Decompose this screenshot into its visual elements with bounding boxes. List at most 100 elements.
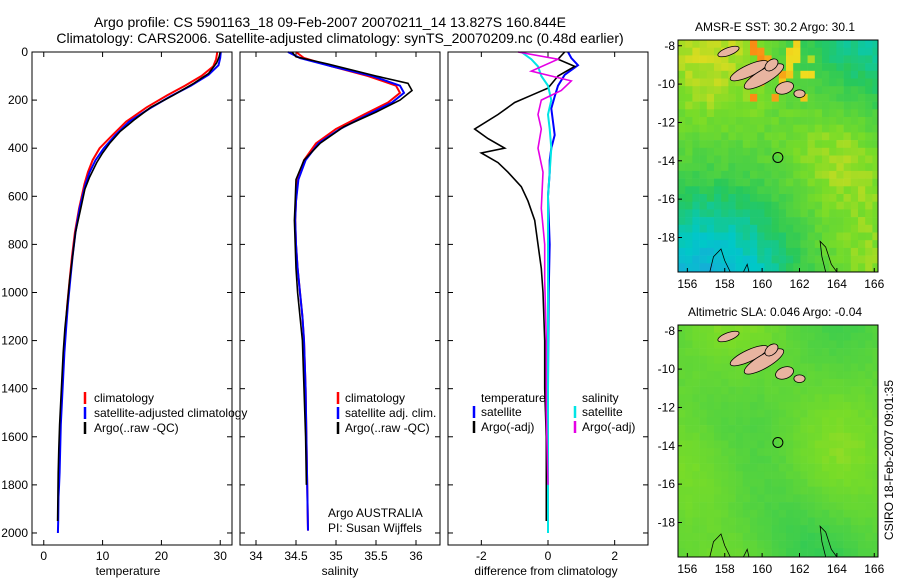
map-cell — [865, 340, 873, 349]
map-cell — [771, 240, 780, 249]
map-cell — [771, 140, 780, 149]
map-cell — [800, 355, 808, 364]
map-cell — [800, 409, 808, 418]
x-tick-label: 35 — [329, 549, 343, 563]
map-cell — [764, 101, 772, 110]
map-cell — [692, 378, 700, 387]
legend-label-temperature-argo: Argo(-adj) — [481, 420, 534, 434]
map-cell — [764, 93, 772, 102]
map-cell — [807, 509, 816, 518]
map-cell — [757, 378, 765, 387]
map-cell — [858, 455, 866, 464]
map-cell — [678, 78, 686, 87]
map-cell — [678, 502, 686, 511]
x-tick-label: 0 — [40, 549, 47, 563]
map-cell — [735, 440, 744, 449]
map-cell — [800, 55, 808, 64]
map-cell — [822, 525, 830, 534]
map-cell — [814, 409, 823, 418]
map-cell — [728, 132, 736, 141]
map-cell — [714, 479, 722, 487]
map-cell — [706, 78, 715, 87]
map-cell — [685, 340, 693, 349]
map-cell — [850, 378, 859, 387]
map-cell — [807, 132, 816, 141]
map-cell — [778, 479, 787, 487]
map-cell — [692, 263, 700, 272]
map-cell — [685, 409, 693, 418]
map-cell — [850, 217, 859, 226]
map-cell — [814, 455, 823, 464]
map-cell — [706, 117, 715, 125]
map-cell — [735, 240, 744, 249]
map-cell — [721, 70, 729, 79]
map-cell — [742, 540, 751, 549]
map-cell — [699, 540, 708, 549]
map-cell — [829, 217, 837, 226]
map-cell — [850, 417, 859, 426]
map-cell — [742, 201, 751, 210]
map-cell — [735, 532, 744, 541]
map-cell — [793, 255, 801, 264]
map-cell — [822, 232, 830, 241]
map-cell — [728, 201, 736, 210]
map-cell — [742, 255, 751, 264]
map-cell — [714, 486, 722, 495]
map-cell — [858, 540, 866, 549]
map-cell — [865, 247, 873, 256]
temperature-plot-area: 0 10 20 30020040060080010001200140016001800… — [1, 45, 232, 563]
map-cell — [764, 117, 772, 125]
map-cell — [699, 140, 708, 149]
map-cell — [872, 70, 878, 79]
map-cell — [793, 417, 801, 426]
map-cell — [699, 240, 708, 249]
map-cell — [814, 201, 823, 210]
map-cell — [714, 124, 722, 133]
map-cell — [872, 325, 878, 333]
map-cell — [742, 455, 751, 464]
map-cell — [836, 463, 844, 472]
map-cell — [872, 132, 878, 141]
map-cell — [678, 155, 686, 164]
map-cell — [793, 348, 801, 357]
map-cell — [800, 471, 808, 480]
map-cell — [858, 425, 866, 434]
map-cell — [714, 132, 722, 141]
map-cell — [829, 147, 837, 156]
map-cell — [807, 101, 816, 110]
map-cell — [757, 517, 765, 526]
map-y-tick-label: -16 — [658, 477, 676, 491]
map-cell — [865, 163, 873, 172]
map-cell — [865, 402, 873, 410]
map-cell — [728, 93, 736, 102]
map-cell — [836, 178, 844, 187]
map-cell — [872, 47, 878, 56]
map-cell — [678, 525, 686, 534]
map-cell — [721, 247, 729, 256]
map-cell — [771, 548, 780, 557]
map-cell — [685, 224, 693, 233]
map-cell — [721, 371, 729, 380]
island — [717, 45, 740, 58]
y-tick-label: 1800 — [1, 478, 28, 492]
map-cell — [699, 471, 708, 480]
map-cell — [829, 325, 837, 333]
map-cell — [807, 163, 816, 172]
map-cell — [771, 109, 780, 118]
map-cell — [735, 463, 744, 472]
map-cell — [829, 471, 837, 480]
map-cell — [771, 93, 780, 102]
map-cell — [836, 417, 844, 426]
map-cell — [778, 517, 787, 526]
map-cell — [742, 40, 751, 48]
map-cell — [800, 532, 808, 541]
map-y-tick-label: -18 — [658, 230, 676, 244]
map-cell — [764, 255, 772, 264]
map-cell — [735, 455, 744, 464]
map-cell — [728, 425, 736, 434]
map-cell — [742, 532, 751, 541]
sla-map-title: Altimetric SLA: 0.046 Argo: -0.04 — [688, 305, 862, 319]
map-cell — [872, 101, 878, 110]
map-cell — [800, 240, 808, 249]
map-cell — [742, 209, 751, 218]
